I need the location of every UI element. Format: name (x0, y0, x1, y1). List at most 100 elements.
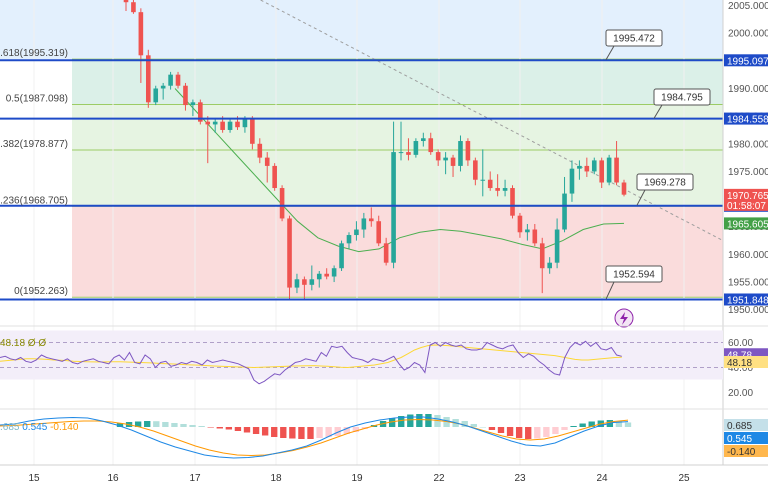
macd-histogram-bar (116, 423, 124, 427)
macd-histogram-bar (534, 427, 541, 439)
candle (599, 160, 605, 183)
macd-histogram-bar (525, 427, 532, 439)
macd-histogram-bar (388, 418, 396, 427)
macd-histogram-bar (189, 425, 196, 427)
candle (480, 179, 486, 181)
macd-histogram-bar (615, 421, 623, 427)
macd-histogram-bar (624, 422, 632, 427)
macd-histogram-bar (234, 427, 242, 431)
candle (413, 141, 419, 155)
macd-histogram-bar (579, 423, 586, 427)
macd-histogram-bar (398, 416, 405, 427)
fib-label: 0.5(1987.098) (6, 94, 68, 105)
candle (621, 182, 627, 195)
candle (302, 279, 307, 285)
rsi-badge: 48.78 (727, 350, 752, 361)
macd-histogram-bar (343, 427, 350, 434)
macd-histogram-bar (497, 427, 505, 433)
macd-histogram-bar (479, 427, 487, 428)
lightning-icon[interactable] (614, 308, 634, 328)
macd-pane[interactable]: .685 0.545 -0.140 0.685 0.545 -0.140 (0, 414, 768, 459)
level-badge-bg (724, 293, 768, 306)
rsi-badge-bg (724, 356, 768, 368)
macd-histogram-bar (171, 423, 178, 427)
macd-histogram-bar (216, 427, 223, 429)
rsi-band (0, 330, 723, 380)
trendline[interactable] (250, 0, 724, 242)
candle (525, 229, 530, 233)
level-lines[interactable] (0, 59, 723, 301)
macd-histogram-bar (515, 427, 523, 438)
price-badge-timer: 01:58:07 (727, 201, 766, 212)
candle (547, 262, 552, 269)
candle (272, 165, 277, 189)
fib-label: 0.382(1978.877) (0, 139, 68, 150)
candle (495, 188, 500, 191)
candle (539, 243, 545, 269)
price-axis[interactable]: 1950.0001955.0001960.0001965.0001970.000… (722, 0, 768, 465)
rsi-line (0, 340, 622, 385)
candle (212, 121, 218, 125)
candle (316, 273, 322, 280)
rsi-tick: 60.00 (728, 338, 753, 349)
time-axis[interactable]: 15 16 17 18 19 22 23 24 25 (0, 464, 768, 484)
candle (435, 152, 441, 161)
price-pane[interactable]: 0.618(1995.319) 0.5(1987.098) 0.382(1978.8… (0, 0, 724, 465)
macd-histogram-bar (570, 426, 577, 427)
price-tick: 1975.000 (728, 167, 768, 178)
candle (153, 88, 159, 103)
macd-line (0, 416, 629, 459)
candle (376, 221, 382, 244)
candle (368, 218, 374, 222)
candle (205, 121, 211, 125)
candle (361, 218, 367, 230)
candle (398, 152, 404, 154)
callouts: 1995.472 1984.795 1969.278 1952.594 (605, 29, 711, 300)
time-tick: 24 (596, 473, 608, 484)
callout-pointer (636, 189, 646, 206)
candle (606, 157, 612, 183)
macd-histogram-bar (334, 427, 341, 436)
macd-histogram-bar (252, 427, 260, 434)
macd-histogram-bar (352, 427, 360, 432)
candle (131, 2, 136, 13)
trendline-line[interactable] (250, 0, 724, 242)
candle (279, 188, 285, 219)
candle (242, 118, 248, 128)
macd-histogram-bar (225, 427, 233, 430)
level-badge: 1951.848 (727, 295, 768, 306)
macd-legend: .685 0.545 -0.140 (0, 422, 79, 433)
rsi-tick: 20.00 (728, 388, 753, 399)
macd-histogram-bar (134, 421, 142, 427)
rsi-tick: 40.00 (728, 363, 753, 374)
fib-label: 0.618(1995.319) (0, 48, 68, 59)
fib-label: 0(1952.263) (14, 286, 68, 297)
macd-badge-bg (724, 445, 768, 457)
price-tick: 1980.000 (728, 139, 768, 150)
price-badges: 1995.0971984.5581968.7881951.8481970.765… (724, 54, 768, 306)
macd-histogram-bar (316, 427, 323, 438)
macd-histogram-bar (425, 414, 432, 427)
candle (532, 229, 538, 244)
candle (264, 157, 270, 166)
price-tick: 2005.000 (728, 1, 768, 12)
candle (287, 218, 292, 288)
time-tick: 17 (189, 473, 201, 484)
level-badge-bg (724, 112, 768, 125)
callout-pointer (605, 281, 615, 300)
candle (591, 160, 597, 172)
candle (331, 268, 337, 277)
price-badge-bg (724, 217, 768, 230)
time-tick: 23 (514, 473, 526, 484)
candle (175, 74, 181, 86)
macd-histogram-bar (461, 421, 468, 427)
macd-histogram-bar (271, 427, 278, 437)
candle (554, 229, 560, 263)
macd-histogram-bar (416, 414, 423, 427)
ma-line (174, 88, 625, 253)
time-tick: 19 (351, 473, 363, 484)
callout-label: 1969.278 (644, 178, 686, 189)
macd-histogram-bar (561, 427, 568, 430)
candle (220, 121, 225, 130)
